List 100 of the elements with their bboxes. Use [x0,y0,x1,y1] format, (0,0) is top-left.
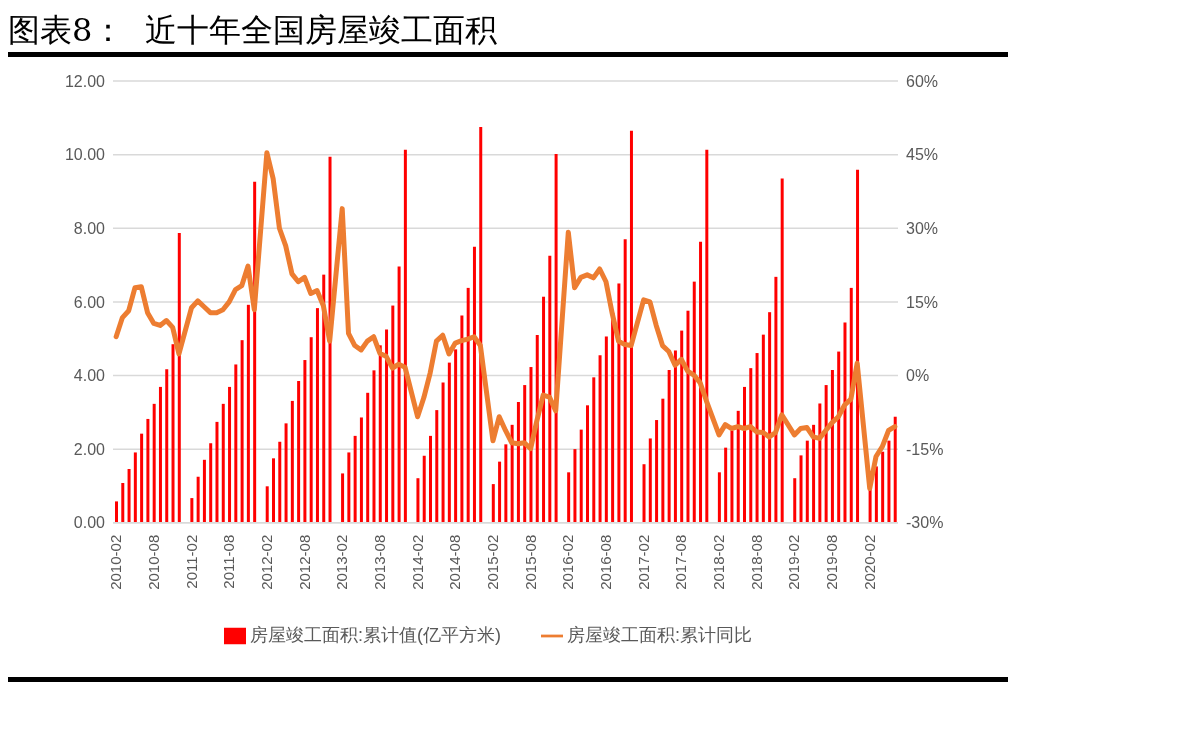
bar [454,349,458,523]
bar [215,421,219,523]
y-tick-label: 12.00 [64,72,106,90]
bar [805,440,809,523]
y-tick-label: 0.00 [73,514,106,532]
bar [366,392,370,523]
bar [479,127,483,523]
bar [246,304,250,523]
bar [115,501,118,523]
y-tick-label: 2.00 [73,440,106,458]
bar [893,416,897,523]
y-tick-label: 8.00 [73,219,106,237]
bar [498,461,502,523]
bar [171,344,175,523]
bar [774,276,778,523]
bar [780,178,784,523]
bar [435,410,439,523]
bar [818,403,822,523]
bar [548,255,552,523]
bar [699,241,703,523]
bar [655,420,659,523]
bar [460,315,464,523]
bar [297,381,301,523]
bar [121,482,125,523]
x-tick-label: 2010-08 [144,534,162,590]
bar [724,447,728,523]
bar [812,424,816,523]
x-tick-label: 2016-02 [559,534,577,590]
bar [441,382,445,523]
bar [272,458,275,523]
bar [202,459,206,523]
x-tick-label: 2019-02 [785,534,803,590]
bar [673,350,677,523]
bar [353,435,357,523]
bar [761,334,765,523]
bar [755,353,759,523]
bar [874,466,878,523]
bar [234,364,238,523]
bar [228,386,232,523]
bar [529,367,533,523]
bar [416,478,420,523]
bar [705,149,709,523]
bar [309,337,313,523]
x-tick-label: 2018-02 [710,534,728,590]
x-tick-label: 2014-02 [408,534,426,590]
x-tick-label: 2018-08 [747,534,765,590]
legend-label: 房屋竣工面积:累计值(亿平方米) [249,624,501,645]
bar [447,362,451,523]
bar [667,369,671,523]
bar [341,473,345,523]
bar [849,287,853,523]
bar [209,443,213,523]
bar [749,368,753,523]
bar [567,472,571,523]
bar [284,423,288,523]
bar [158,386,162,523]
bar [133,452,137,523]
bar [730,430,734,523]
bar [322,274,326,523]
bar [504,444,508,523]
bar [887,440,891,523]
x-tick-label: 2012-02 [257,534,275,590]
bar [190,498,194,523]
bar [542,296,546,523]
bar [604,336,608,523]
y2-tick-label: -30% [906,514,944,532]
x-tick-label: 2011-08 [220,534,238,589]
bar [881,451,885,523]
bar [429,435,432,523]
bar [830,369,834,523]
bar [165,369,169,523]
bar [768,312,772,523]
x-tick-label: 2013-08 [370,534,388,590]
y2-tick-label: 45% [906,146,939,164]
bar [152,403,156,523]
bar [843,322,847,523]
x-tick-label: 2010-02 [107,534,125,590]
bar [648,438,652,523]
y2-tick-label: 0% [906,367,930,385]
bar [466,287,470,523]
x-tick-label: 2017-02 [634,534,652,590]
x-tick-label: 2015-08 [521,534,539,590]
bar [617,283,621,523]
bar [642,464,646,523]
bar [856,169,860,523]
bar [372,370,376,523]
bar [837,351,841,523]
x-tick-label: 2017-08 [672,534,690,590]
y2-tick-label: -15% [906,440,944,458]
bar [824,385,828,523]
y-tick-label: 10.00 [64,146,106,164]
bar [491,484,495,523]
bar [680,330,684,523]
bar [196,476,200,523]
bar [743,386,746,523]
y-tick-label: 4.00 [73,367,106,385]
legend-label: 房屋竣工面积:累计同比 [566,624,752,645]
bar [265,486,269,523]
bar [240,340,244,523]
bar [127,469,131,523]
